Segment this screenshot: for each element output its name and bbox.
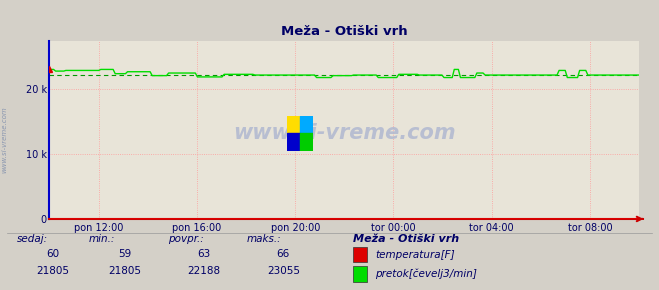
Text: 21805: 21805 xyxy=(109,266,142,276)
Text: 23055: 23055 xyxy=(267,266,300,276)
Text: sedaj:: sedaj: xyxy=(16,234,47,244)
Text: 59: 59 xyxy=(119,249,132,259)
Bar xyxy=(300,116,313,133)
Text: www.si-vreme.com: www.si-vreme.com xyxy=(1,106,8,173)
Text: povpr.:: povpr.: xyxy=(168,234,204,244)
Text: 66: 66 xyxy=(277,249,290,259)
Text: 63: 63 xyxy=(198,249,211,259)
Text: 60: 60 xyxy=(46,249,59,259)
Text: Meža - Otiški vrh: Meža - Otiški vrh xyxy=(353,234,459,244)
Text: 21805: 21805 xyxy=(36,266,69,276)
Bar xyxy=(287,116,300,133)
Text: min.:: min.: xyxy=(89,234,115,244)
Text: temperatura[F]: temperatura[F] xyxy=(375,250,455,260)
Title: Meža - Otiški vrh: Meža - Otiški vrh xyxy=(281,25,408,38)
Text: maks.:: maks.: xyxy=(247,234,282,244)
Bar xyxy=(287,133,300,151)
Text: pretok[čevelj3/min]: pretok[čevelj3/min] xyxy=(375,269,477,279)
Text: 22188: 22188 xyxy=(188,266,221,276)
Text: www.si-vreme.com: www.si-vreme.com xyxy=(233,123,455,143)
Bar xyxy=(300,133,313,151)
